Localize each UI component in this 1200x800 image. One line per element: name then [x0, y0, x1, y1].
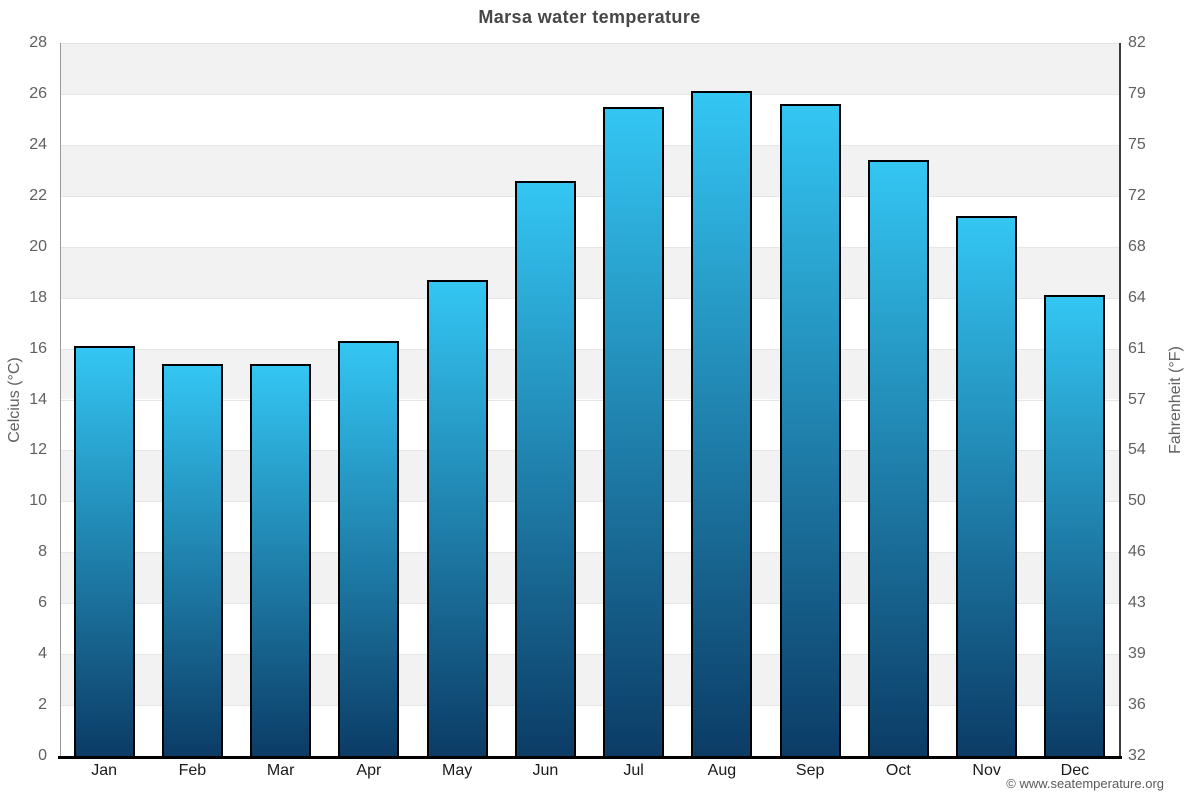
gridline [60, 247, 1119, 248]
gridline [60, 400, 1119, 401]
gridline [60, 145, 1119, 146]
chart-title: Marsa water temperature [478, 7, 701, 27]
bar-feb [161, 363, 223, 756]
bar-apr [338, 340, 400, 756]
gridline [60, 196, 1119, 197]
gridline [60, 501, 1119, 502]
x-tick-month: Apr [356, 762, 382, 779]
x-tick-month: Jun [532, 762, 559, 779]
x-tick-month: Aug [707, 762, 737, 779]
y-tick-fahrenheit: 72 [1128, 186, 1146, 204]
gridline [60, 349, 1119, 350]
y-tick-celsius: 22 [29, 186, 47, 204]
gridline [60, 654, 1119, 655]
x-tick-month: Sep [795, 762, 825, 779]
bar-sep [779, 104, 841, 756]
y-tick-celsius: 10 [29, 492, 47, 510]
y-tick-fahrenheit: 43 [1128, 594, 1146, 612]
x-tick-month: May [442, 762, 473, 779]
x-tick-month: Jul [623, 762, 644, 779]
x-tick-month: Jan [91, 762, 118, 779]
gridline [60, 43, 1119, 44]
plot-band [60, 246, 1119, 298]
plot-band [60, 348, 1119, 400]
y-tick-celsius: 0 [38, 747, 47, 764]
x-tick-month: Mar [266, 762, 295, 779]
y-tick-celsius: 18 [29, 288, 47, 306]
gridline [60, 298, 1119, 299]
gridline [60, 94, 1119, 95]
y-tick-fahrenheit: 50 [1128, 492, 1146, 510]
x-tick-month: Nov [972, 762, 1001, 779]
y-tick-celsius: 16 [29, 339, 47, 357]
y-tick-fahrenheit: 36 [1128, 696, 1146, 714]
bar-mar [250, 363, 312, 756]
y-tick-celsius: 4 [38, 645, 47, 663]
y-tick-celsius: 8 [38, 543, 47, 561]
plot-band [60, 552, 1119, 604]
x-tick-month: Oct [885, 762, 911, 779]
plot-band [60, 144, 1119, 196]
y-tick-fahrenheit: 75 [1128, 135, 1146, 153]
y-tick-fahrenheit: 68 [1128, 237, 1146, 255]
plot-band [60, 43, 1119, 94]
y-tick-fahrenheit: 32 [1128, 747, 1146, 764]
y-tick-celsius: 20 [29, 237, 47, 255]
y-tick-fahrenheit: 39 [1128, 645, 1146, 663]
y-tick-fahrenheit: 46 [1128, 543, 1146, 561]
bar-nov [956, 216, 1018, 756]
y-tick-fahrenheit: 79 [1128, 84, 1146, 102]
y-tick-celsius: 28 [29, 34, 47, 51]
gridline [60, 603, 1119, 604]
plot-band [60, 450, 1119, 502]
x-axis-line [58, 756, 1122, 759]
y-tick-fahrenheit: 82 [1128, 34, 1146, 51]
y-tick-fahrenheit: 54 [1128, 441, 1146, 459]
bar-oct [867, 160, 929, 756]
y-tick-celsius: 6 [38, 594, 47, 612]
y-tick-celsius: 12 [29, 441, 47, 459]
bar-may [426, 279, 488, 756]
x-tick-month: Dec [1060, 762, 1090, 779]
y-tick-celsius: 24 [29, 135, 47, 153]
bar-dec [1044, 295, 1106, 756]
bar-jul [603, 106, 665, 756]
copyright-credit: © www.seatemperature.org [1006, 776, 1164, 791]
y-axis-line-right [1119, 43, 1121, 756]
x-tick-month: Feb [178, 762, 207, 779]
bar-jun [514, 180, 576, 756]
y-tick-fahrenheit: 61 [1128, 339, 1146, 357]
y-tick-celsius: 2 [38, 696, 47, 714]
gridline [60, 450, 1119, 451]
bar-aug [691, 91, 753, 756]
bar-jan [73, 346, 135, 756]
y-axis-line-left [60, 43, 61, 756]
y-tick-fahrenheit: 64 [1128, 288, 1146, 306]
y-tick-fahrenheit: 57 [1128, 390, 1146, 408]
y-tick-celsius: 26 [29, 84, 47, 102]
gridline [60, 705, 1119, 706]
y-tick-celsius: 14 [29, 390, 47, 408]
plot-band [60, 654, 1119, 706]
gridline [60, 552, 1119, 553]
